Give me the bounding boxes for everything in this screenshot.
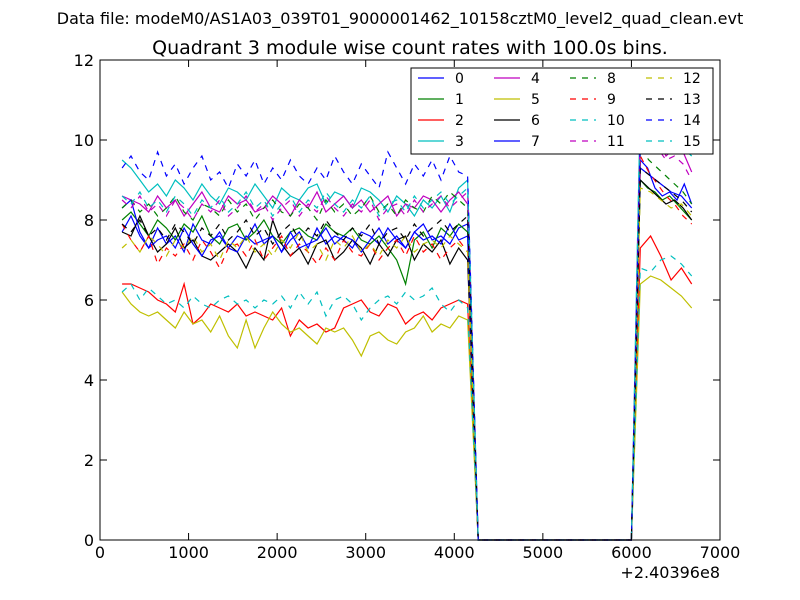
legend-label-1: 1 (455, 92, 464, 108)
legend-label-10: 10 (607, 113, 625, 129)
y-tick-label: 0 (84, 531, 94, 550)
legend-label-15: 15 (683, 134, 701, 150)
legend-label-0: 0 (455, 71, 464, 87)
legend-label-5: 5 (531, 92, 540, 108)
x-tick-label: 3000 (345, 543, 386, 562)
y-tick-label: 6 (84, 291, 94, 310)
x-tick-label: 0 (95, 543, 105, 562)
y-tick-label: 10 (74, 131, 94, 150)
legend-label-9: 9 (607, 92, 616, 108)
series-line-15 (121, 106, 693, 541)
legend-label-12: 12 (683, 71, 701, 87)
y-tick-label: 4 (84, 371, 94, 390)
series-line-11 (121, 130, 693, 541)
legend-label-2: 2 (455, 113, 464, 129)
legend-label-14: 14 (683, 113, 701, 129)
x-tick-label: 5000 (522, 543, 563, 562)
x-tick-label: 4000 (434, 543, 475, 562)
legend-label-3: 3 (455, 134, 464, 150)
figure-suptitle: Data file: modeM0/AS1A03_039T01_90000014… (57, 9, 743, 29)
series-line-14 (121, 123, 693, 541)
y-tick-label: 2 (84, 451, 94, 470)
y-tick-label: 8 (84, 211, 94, 230)
x-offset-label: +2.40396e8 (620, 563, 720, 582)
legend-label-4: 4 (531, 71, 540, 87)
legend-label-8: 8 (607, 71, 616, 87)
legend-box (410, 67, 714, 155)
x-tick-label: 7000 (700, 543, 741, 562)
y-tick-label: 12 (74, 51, 94, 70)
legend-label-13: 13 (683, 92, 701, 108)
x-tick-label: 2000 (257, 543, 298, 562)
series-line-13 (121, 166, 693, 541)
series-line-12 (121, 187, 693, 541)
chart-title: Quadrant 3 module wise count rates with … (152, 37, 668, 59)
series-line-10 (121, 255, 693, 541)
x-tick-label: 1000 (168, 543, 209, 562)
legend-label-7: 7 (531, 134, 540, 150)
x-tick-label: 6000 (611, 543, 652, 562)
legend-label-11: 11 (607, 134, 625, 150)
legend-label-6: 6 (531, 113, 540, 129)
